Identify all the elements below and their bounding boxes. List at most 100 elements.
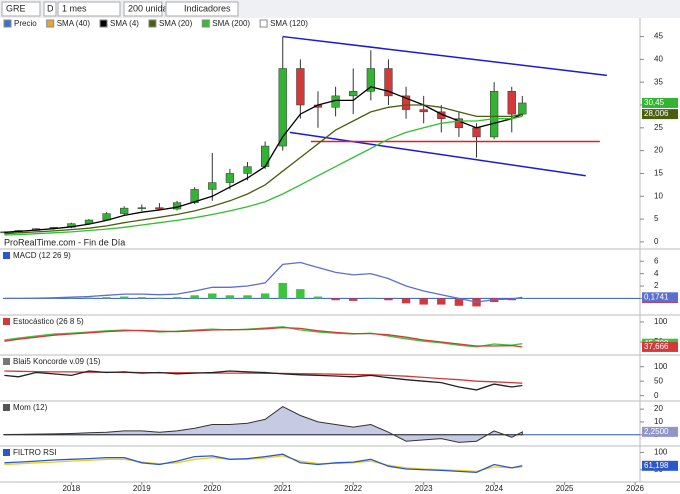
line (4, 453, 523, 474)
y-tick-label: 0 (654, 237, 659, 246)
last-value-box (642, 97, 678, 108)
y-tick-label: 40 (654, 54, 663, 63)
panel-icon (3, 404, 10, 411)
legend-swatch (3, 19, 12, 28)
x-tick-label: 2024 (485, 484, 503, 493)
candle-body (190, 189, 199, 203)
last-value-label: 28,006 (644, 109, 669, 118)
line (4, 455, 523, 473)
panel-icon (3, 318, 10, 325)
last-value-label: 2,2500 (644, 427, 669, 436)
indicators-box[interactable] (165, 1, 239, 17)
histogram-bar (454, 298, 464, 306)
y-tick-label: 10 (654, 191, 663, 200)
y-tick-label: 2 (654, 281, 659, 290)
symbol[interactable]: GRE (6, 3, 26, 13)
x-tick-label: 2021 (274, 484, 292, 493)
histogram-bar (84, 297, 94, 299)
panel-title: Estocástico (26 8 5) (13, 317, 84, 326)
y-tick-label: 100 (654, 362, 668, 371)
histogram-bar (225, 295, 235, 299)
x-tick-label: 2019 (133, 484, 151, 493)
x-tick-label: 2020 (203, 484, 221, 493)
line (4, 261, 523, 303)
legend-swatch (46, 19, 55, 28)
trendline (282, 35, 607, 77)
legend-swatch (99, 19, 108, 28)
units-box[interactable] (123, 1, 163, 17)
legend-swatch (201, 19, 210, 28)
candle-body (155, 207, 164, 210)
candle-body (243, 166, 252, 174)
y-tick-label: 0 (654, 391, 659, 400)
histogram-bar (260, 293, 270, 299)
y-tick-label: 100 (654, 448, 668, 457)
last-value-label: 37,666 (644, 342, 669, 351)
candle-body (120, 207, 129, 214)
indicators[interactable]: Indicadores (184, 3, 231, 13)
y-tick-label: 20 (654, 146, 663, 155)
y-tick-label: 6 (654, 256, 659, 265)
panel-title: Blai5 Koncorde v.09 (15) (13, 357, 101, 366)
candle-body (454, 118, 464, 129)
area (3, 406, 523, 443)
period[interactable]: 1 mes (62, 3, 87, 13)
mode-box[interactable] (43, 1, 57, 17)
candle-body (261, 145, 270, 167)
panel-icon (3, 358, 10, 365)
histogram-bar (296, 289, 305, 299)
x-tick-label: 2022 (344, 484, 362, 493)
candle-body (401, 95, 411, 110)
units[interactable]: 200 unidades (128, 3, 183, 13)
histogram-bar (155, 297, 164, 299)
candle-body (518, 102, 527, 115)
symbol-box[interactable] (1, 1, 41, 17)
line (4, 326, 523, 348)
candle-body (137, 207, 146, 209)
histogram-bar (172, 297, 182, 299)
histogram-bar (437, 298, 446, 305)
histogram-bar (102, 297, 111, 299)
period-box[interactable] (57, 1, 121, 17)
histogram-bar (243, 295, 252, 299)
histogram-bar (384, 298, 393, 301)
line (4, 370, 523, 384)
legend-swatch (259, 19, 268, 28)
last-value-box (642, 341, 678, 352)
legend-label: SMA (200) (212, 19, 250, 28)
x-tick-label: 2018 (62, 484, 80, 493)
histogram-bar (208, 293, 217, 299)
y-tick-label: 15 (654, 169, 663, 178)
candle-body (278, 68, 287, 147)
candle-body (296, 68, 305, 106)
legend-label: SMA (40) (57, 19, 91, 28)
last-value-box (642, 460, 678, 471)
panel-title: FILTRO RSI (13, 448, 56, 457)
y-tick-label: 4 (654, 269, 659, 278)
line (4, 104, 523, 235)
panel-title: MACD (12 26 9) (13, 251, 71, 260)
legend-label: Precio (14, 19, 37, 28)
last-value-box (642, 426, 678, 437)
y-tick-label: 20 (654, 404, 663, 413)
last-value-box (642, 109, 678, 120)
histogram-bar (190, 295, 199, 299)
histogram-bar (67, 297, 76, 299)
histogram-bar (313, 296, 323, 299)
candle-body (472, 127, 481, 138)
legend-label: SMA (4) (110, 19, 139, 28)
candle-body (507, 91, 516, 115)
panel-icon (3, 252, 10, 259)
histogram-bar (331, 298, 340, 301)
legend-label: SMA (20) (159, 19, 193, 28)
histogram-bar (401, 298, 411, 304)
mode[interactable]: D (47, 3, 54, 13)
y-tick-label: 45 (654, 32, 663, 41)
x-tick-label: 2026 (626, 484, 644, 493)
histogram-bar (419, 298, 428, 305)
watermark: ProRealTime.com - Fin de Día (4, 237, 125, 247)
candle-body (225, 173, 235, 183)
histogram-bar (348, 298, 358, 301)
